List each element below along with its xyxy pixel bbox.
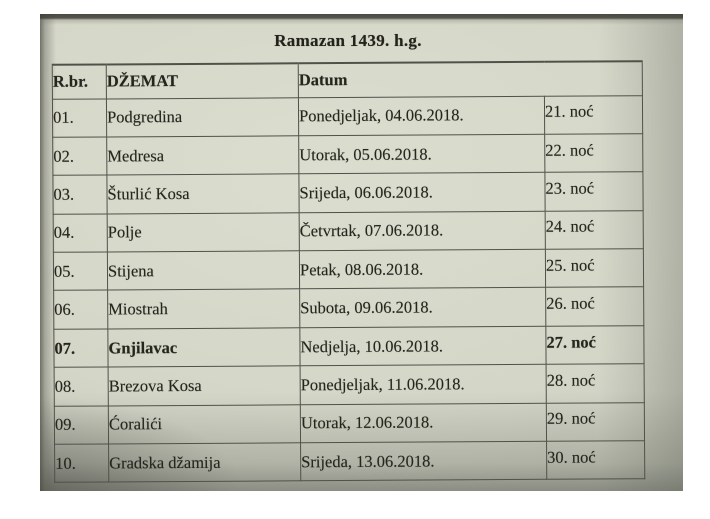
column-header-datum: Datum <box>298 61 643 98</box>
night-label: 23. noć <box>545 178 595 198</box>
datum-cell: Srijeda, 06.06.2018. <box>298 172 546 213</box>
night-label: 21. noć <box>544 101 594 121</box>
dzemat-cell: Podgredina <box>106 97 299 137</box>
night-cell: 26. noć <box>545 287 644 327</box>
dzemat-cell: Stijena <box>107 250 300 291</box>
night-cell: 28. noć <box>546 363 645 403</box>
night-label: 24. noć <box>545 216 595 237</box>
datum-cell: Nedjelja, 10.06.2018. <box>299 326 547 367</box>
dzemat-cell: Miostrah <box>107 289 300 329</box>
dzemat-cell: Brezova Kosa <box>108 366 301 406</box>
night-cell: 30. noć <box>546 440 645 480</box>
table-row: 06. Miostrah Subota, 09.06.2018. 26. noć <box>53 287 644 330</box>
column-header-rbr: R.br. <box>52 64 107 99</box>
table-row: 09. Ćoralići Utorak, 12.06.2018. 29. noć <box>54 402 645 445</box>
datum-cell: Ponedjeljak, 11.06.2018. <box>300 364 547 405</box>
datum-cell: Petak, 08.06.2018. <box>299 249 546 290</box>
table-row-highlighted: 07. Gnjilavac Nedjelja, 10.06.2018. 27. … <box>53 325 645 368</box>
row-number-cell: 10. <box>54 443 109 483</box>
night-cell: 22. noć <box>544 133 643 173</box>
dzemat-cell: Gradska džamija <box>108 442 301 483</box>
table-row: 05. Stijena Petak, 08.06.2018. 25. noć <box>53 248 644 291</box>
row-number-cell: 06. <box>53 290 108 330</box>
night-cell: 24. noć <box>545 210 644 250</box>
page-title: Ramazan 1439. h.g. <box>274 31 422 50</box>
table-header-row: R.br. DŽEMAT Datum <box>52 61 643 99</box>
night-cell: 29. noć <box>546 402 645 442</box>
row-number-cell: 03. <box>52 175 108 214</box>
table-row: 03. Šturlić Kosa Srijeda, 06.06.2018. 23… <box>52 171 644 214</box>
night-label: 29. noć <box>546 408 596 429</box>
row-number-cell: 04. <box>53 213 108 253</box>
dzemat-cell: Gnjilavac <box>107 327 301 368</box>
dzemat-cell: Medresa <box>106 135 299 176</box>
dzemat-cell: Šturlić Kosa <box>106 174 300 214</box>
night-cell: 25. noć <box>545 248 644 288</box>
dzemat-cell: Polje <box>107 212 300 253</box>
datum-cell: Četvrtak, 07.06.2018. <box>299 210 546 251</box>
column-header-dzemat: DŽEMAT <box>106 63 299 99</box>
row-number-cell: 01. <box>52 98 107 138</box>
night-label: 25. noć <box>545 255 595 275</box>
table-row: 08. Brezova Kosa Ponedjeljak, 11.06.2018… <box>54 363 645 406</box>
night-label: 26. noć <box>546 293 595 313</box>
row-number-cell: 05. <box>53 252 108 291</box>
night-label: 28. noć <box>546 370 596 390</box>
table-row: 10. Gradska džamija Srijeda, 13.06.2018.… <box>54 440 645 483</box>
datum-cell: Ponedjeljak, 04.06.2018. <box>298 95 545 136</box>
table-row: 01. Podgredina Ponedjeljak, 04.06.2018. … <box>52 95 643 138</box>
row-number-cell: 09. <box>54 405 109 445</box>
datum-cell: Utorak, 12.06.2018. <box>300 402 547 443</box>
ramazan-schedule-table: R.br. DŽEMAT Datum 01. Podgredina Ponedj… <box>52 60 646 483</box>
datum-cell: Utorak, 05.06.2018. <box>298 134 545 175</box>
night-label: 22. noć <box>545 140 594 160</box>
night-label: 30. noć <box>547 447 596 467</box>
row-number-cell: 02. <box>52 136 107 176</box>
datum-cell: Subota, 09.06.2018. <box>299 287 546 328</box>
table-row: 02. Medresa Utorak, 05.06.2018. 22. noć <box>52 133 643 176</box>
row-number-cell: 07. <box>53 328 109 368</box>
night-cell: 23. noć <box>544 171 644 211</box>
night-label: 27. noć <box>546 332 596 352</box>
document-photo: Ramazan 1439. h.g. R.br. DŽEMAT Datum 01… <box>40 14 683 491</box>
table-row: 04. Polje Četvrtak, 07.06.2018. 24. noć <box>53 210 644 253</box>
dzemat-cell: Ćoralići <box>108 404 301 444</box>
row-number-cell: 08. <box>54 367 109 406</box>
night-cell: 27. noć <box>545 325 645 365</box>
night-cell: 21. noć <box>544 95 643 135</box>
datum-cell: Srijeda, 13.06.2018. <box>300 441 547 482</box>
